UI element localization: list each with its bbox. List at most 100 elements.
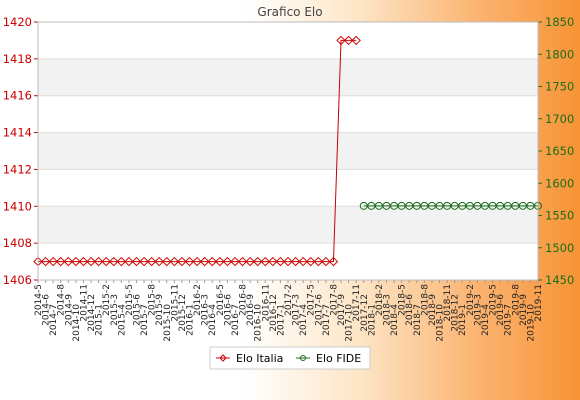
data-point[interactable] (503, 201, 512, 210)
data-point[interactable] (374, 201, 383, 210)
data-point[interactable] (511, 201, 520, 210)
data-point[interactable] (313, 256, 324, 267)
data-point[interactable] (397, 201, 406, 210)
grid-band (38, 95, 538, 133)
data-point[interactable] (48, 256, 58, 267)
data-point[interactable] (306, 256, 316, 267)
data-point[interactable] (154, 256, 164, 267)
data-point[interactable] (131, 256, 142, 267)
x-tick-label: 2016-8 (239, 284, 249, 316)
data-point[interactable] (359, 201, 368, 210)
data-point[interactable] (465, 201, 474, 210)
data-point[interactable] (367, 201, 376, 210)
x-tick-label: 2015-1 (95, 304, 105, 336)
data-point[interactable] (298, 256, 308, 267)
data-point[interactable] (435, 201, 444, 210)
data-point[interactable] (101, 256, 111, 267)
data-point[interactable] (351, 35, 361, 46)
data-point[interactable] (237, 256, 248, 267)
data-point[interactable] (290, 256, 301, 267)
data-point[interactable] (427, 201, 436, 210)
data-point[interactable] (450, 201, 459, 210)
data-point[interactable] (207, 256, 217, 267)
data-point[interactable] (405, 201, 414, 210)
data-point[interactable] (412, 201, 421, 210)
x-tick-label: 2018-11 (443, 284, 453, 322)
data-point[interactable] (458, 201, 467, 210)
data-point[interactable] (56, 256, 66, 267)
x-tick-label: 2019-6 (496, 294, 506, 326)
data-point[interactable] (63, 256, 74, 267)
chart-title: Grafico Elo (257, 5, 322, 19)
data-point[interactable] (215, 256, 225, 267)
x-tick-label: 2016-1 (186, 304, 196, 336)
x-tick-label: 2016-11 (261, 284, 271, 322)
x-tick-label: 2018-2 (375, 284, 385, 316)
data-point[interactable] (169, 256, 180, 267)
x-tick-label: 2014-5 (34, 284, 44, 316)
data-point[interactable] (321, 256, 331, 267)
x-tick-label: 2014-7 (49, 304, 59, 336)
data-point[interactable] (443, 201, 452, 210)
grid-band (38, 22, 538, 59)
data-point[interactable] (245, 256, 255, 267)
left-tick-label: 1410 (3, 199, 32, 213)
data-point[interactable] (496, 201, 505, 210)
x-tick-label: 2014-10 (72, 304, 82, 342)
data-point[interactable] (139, 256, 149, 267)
legend-item[interactable]: Elo Italia (216, 352, 283, 365)
x-tick-label: 2018-12 (451, 294, 461, 332)
data-point[interactable] (283, 256, 293, 267)
data-point[interactable] (328, 256, 339, 267)
x-tick-label: 2017-10 (345, 304, 355, 342)
data-point[interactable] (343, 35, 354, 46)
data-point[interactable] (71, 256, 81, 267)
data-point[interactable] (177, 256, 187, 267)
data-point[interactable] (526, 201, 535, 210)
data-point[interactable] (40, 256, 51, 267)
series-line (38, 39, 357, 263)
x-tick-label: 2019-4 (481, 304, 491, 336)
right-tick-label: 1450 (545, 273, 574, 287)
data-point[interactable] (230, 256, 240, 267)
data-point[interactable] (184, 256, 195, 267)
data-point[interactable] (473, 201, 482, 210)
x-tick-label: 2015-8 (148, 284, 158, 316)
x-tick-label: 2017-8 (329, 284, 339, 316)
data-point[interactable] (268, 256, 278, 267)
series-layer (33, 35, 542, 267)
data-point[interactable] (192, 256, 202, 267)
data-point[interactable] (260, 256, 270, 267)
data-point[interactable] (222, 256, 233, 267)
data-point[interactable] (109, 256, 119, 267)
x-tick-label: 2018-7 (413, 304, 423, 336)
x-tick-label: 2017-7 (322, 304, 332, 336)
data-point[interactable] (420, 201, 429, 210)
x-tick-label: 2019-11 (534, 284, 544, 322)
data-point[interactable] (199, 256, 210, 267)
x-tick-label: 2015-12 (178, 294, 188, 332)
x-tick-label: 2015-5 (125, 284, 135, 316)
data-point[interactable] (93, 256, 104, 267)
x-tick-label: 2016-5 (216, 284, 226, 316)
data-point[interactable] (78, 256, 89, 267)
right-tick-label: 1550 (545, 209, 574, 223)
data-point[interactable] (488, 201, 497, 210)
legend[interactable]: Elo Italia Elo FIDE (209, 346, 371, 370)
data-point[interactable] (124, 256, 134, 267)
x-tick-label: 2015-4 (117, 304, 127, 336)
data-point[interactable] (390, 201, 399, 210)
right-tick-label: 1850 (545, 15, 574, 29)
data-point[interactable] (382, 201, 391, 210)
data-point[interactable] (336, 35, 346, 46)
data-point[interactable] (162, 256, 172, 267)
data-point[interactable] (275, 256, 286, 267)
data-point[interactable] (116, 256, 127, 267)
data-point[interactable] (86, 256, 96, 267)
data-point[interactable] (480, 201, 489, 210)
data-point[interactable] (252, 256, 263, 267)
legend-swatch-marker (300, 355, 306, 361)
legend-item[interactable]: Elo FIDE (296, 352, 361, 365)
data-point[interactable] (146, 256, 157, 267)
data-point[interactable] (518, 201, 527, 210)
